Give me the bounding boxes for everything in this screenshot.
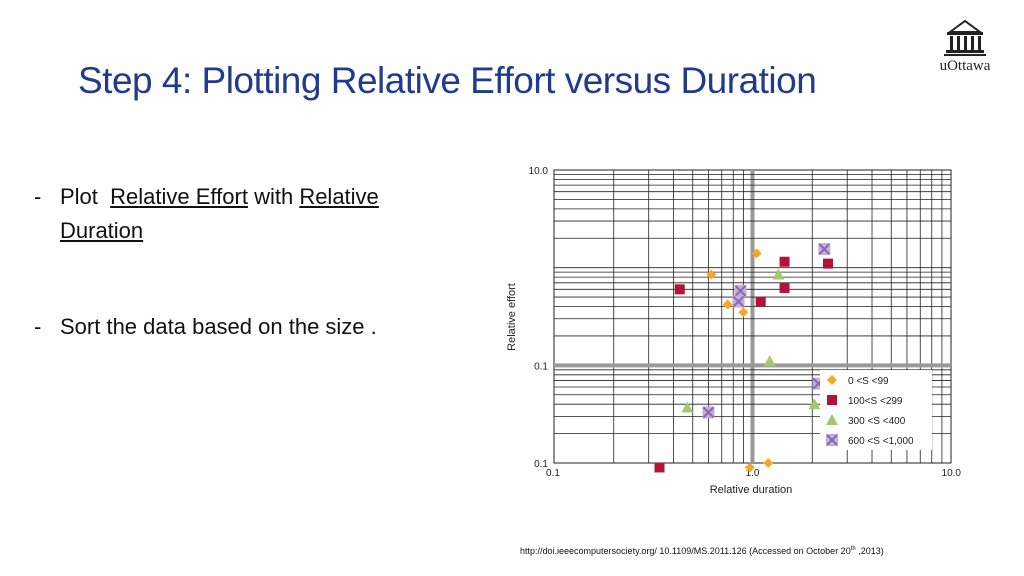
bullet-sort: - Sort the data based on the size . <box>34 310 474 344</box>
legend-label: 100<S <299 <box>848 396 903 407</box>
data-point <box>744 462 755 473</box>
data-point <box>734 284 747 297</box>
data-point <box>681 401 694 413</box>
relative-effort-link: Relative Effort <box>110 184 248 209</box>
bullet-dash: - <box>34 314 42 339</box>
citation: http://doi.ieeecomputersociety.org/ 10.1… <box>520 546 884 556</box>
y-tick-label: 0.1 <box>534 361 548 372</box>
legend-label: 300 <S <400 <box>848 416 906 427</box>
data-marks <box>654 243 844 473</box>
data-point-x <box>702 406 715 419</box>
data-point <box>654 462 665 473</box>
data-point-x <box>732 295 745 308</box>
data-point <box>826 414 838 425</box>
university-logo-icon <box>944 19 986 56</box>
data-point <box>826 434 838 446</box>
bullet-plot: - Plot Relative Effort with Relative Dur… <box>34 180 474 248</box>
data-point <box>818 243 831 256</box>
data-point <box>827 375 837 385</box>
data-point <box>755 296 766 307</box>
x-tick-label: 1.0 <box>746 468 760 479</box>
legend: 0 <S <99 100<S <299 300 <S <400 600 <S <1,0… <box>820 370 932 450</box>
data-point <box>763 458 774 468</box>
bullet-text: with <box>254 184 294 209</box>
data-point <box>722 299 733 310</box>
slide-title: Step 4: Plotting Relative Effort versus … <box>78 60 817 101</box>
relative-duration-link: Relative <box>299 184 379 209</box>
data-point <box>779 282 790 293</box>
legend-label: 0 <S <99 <box>848 376 889 387</box>
bullet-list: - Plot Relative Effort with Relative Dur… <box>34 180 474 344</box>
x-tick-label: 0.1 <box>546 468 560 479</box>
bullet-text: Plot <box>60 184 98 209</box>
data-point <box>702 406 715 419</box>
data-point <box>763 355 776 367</box>
data-point-x <box>826 434 838 446</box>
bullet-dash: - <box>34 184 42 209</box>
legend-box <box>820 370 932 450</box>
data-point-x <box>818 243 831 255</box>
bullet-text: Sort the data based on the size . <box>60 314 377 339</box>
data-point-x <box>734 285 747 297</box>
y-axis-label: Relative effort <box>506 283 518 351</box>
data-point <box>706 269 717 280</box>
y-tick-label: 10.0 <box>529 166 549 177</box>
data-point <box>751 248 762 259</box>
logo-text: uOttawa <box>939 58 991 74</box>
data-point <box>827 395 837 405</box>
citation-prefix: http://doi.ieeecomputersociety.org/ 10.1… <box>520 546 851 556</box>
x-axis-label: Relative duration <box>710 484 793 496</box>
data-point <box>822 258 833 269</box>
data-point <box>738 307 749 318</box>
y-tick-label: 0.1 <box>534 459 548 470</box>
data-point <box>779 256 790 267</box>
x-tick-label: 10.0 <box>942 468 962 479</box>
citation-suffix: ,2013) <box>855 546 884 556</box>
data-point <box>772 268 785 280</box>
axis-ticks: 0.1 1.0 10.00.10.110.0 <box>529 166 962 479</box>
data-point <box>732 295 745 308</box>
legend-label: 600 <S <1,000 <box>848 436 914 447</box>
citation-sup: th <box>850 546 856 552</box>
data-point <box>674 284 685 295</box>
relative-duration-link: Duration <box>60 218 144 243</box>
data-point <box>808 398 821 410</box>
